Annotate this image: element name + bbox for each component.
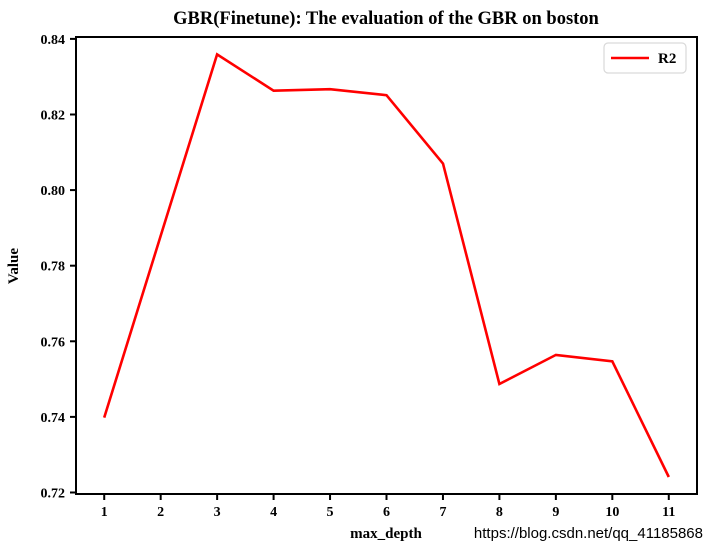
x-tick-label: 9 bbox=[552, 505, 559, 520]
x-axis-ticks: 1 2 3 4 5 6 7 8 9 10 11 bbox=[101, 494, 675, 520]
x-tick-label: 7 bbox=[439, 505, 446, 520]
x-tick-label: 4 bbox=[270, 505, 277, 520]
x-tick-label: 3 bbox=[214, 505, 221, 520]
x-tick-label: 5 bbox=[327, 505, 334, 520]
x-axis-label: max_depth bbox=[350, 526, 422, 542]
chart-title: GBR(Finetune): The evaluation of the GBR… bbox=[173, 9, 599, 29]
y-axis-ticks: 0.72 0.74 0.76 0.78 0.80 0.82 0.84 bbox=[41, 33, 76, 501]
r2-series-line bbox=[102, 52, 670, 478]
legend-series-label: R2 bbox=[658, 51, 676, 67]
x-tick-label: 11 bbox=[662, 505, 675, 520]
plot-area-border bbox=[75, 36, 698, 495]
x-tick-label: 8 bbox=[496, 505, 503, 520]
watermark: https://blog.csdn.net/qq_41185868 bbox=[474, 525, 703, 542]
x-tick-label: 10 bbox=[605, 505, 619, 520]
y-tick-label: 0.74 bbox=[41, 411, 66, 426]
y-tick-label: 0.82 bbox=[41, 108, 66, 123]
x-tick-label: 2 bbox=[157, 505, 164, 520]
y-axis-label: Value bbox=[6, 248, 22, 284]
y-tick-label: 0.84 bbox=[41, 33, 66, 48]
x-tick-label: 1 bbox=[101, 505, 108, 520]
x-tick-label: 6 bbox=[383, 505, 390, 520]
y-tick-label: 0.78 bbox=[41, 260, 66, 275]
y-tick-label: 0.72 bbox=[41, 486, 66, 501]
y-tick-label: 0.76 bbox=[41, 335, 66, 350]
y-tick-label: 0.80 bbox=[41, 184, 66, 199]
legend: R2 bbox=[603, 42, 687, 74]
